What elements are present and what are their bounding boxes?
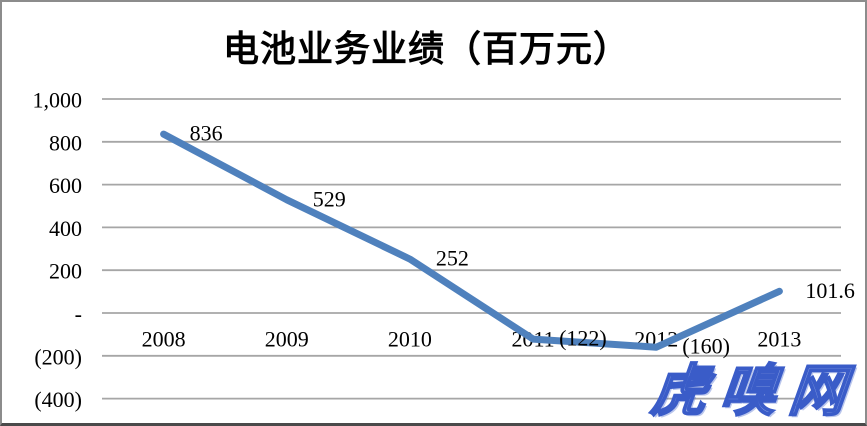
data-point-label: 252: [436, 246, 469, 271]
chart-title: 电池业务业绩（百万元）: [222, 29, 630, 69]
y-axis-tick-label: (400): [34, 387, 82, 412]
y-axis-tick-label: 600: [49, 173, 82, 198]
data-point-label: (160): [682, 334, 730, 359]
x-axis-label: 2009: [265, 327, 309, 352]
data-series-group: [160, 130, 783, 351]
data-point-label: (122): [559, 326, 607, 351]
data-point-label: 101.6: [805, 278, 855, 303]
gridlines-group: [102, 98, 841, 400]
y-axis-tick-label: (200): [34, 344, 82, 369]
y-axis-tick-label: 800: [49, 130, 82, 155]
data-point-label: 529: [313, 186, 346, 211]
watermark-huxiu: 虎嗅网: [647, 360, 863, 423]
x-axis-label: 2013: [757, 327, 801, 352]
x-axis-label: 2008: [142, 327, 186, 352]
y-axis-tick-label: 200: [49, 259, 82, 284]
x-axis-label: 2010: [388, 327, 432, 352]
y-axis-tick-labels-group: 1,000 800 600 400 200 - (200) (400): [33, 88, 83, 413]
y-axis-tick-label: 400: [49, 216, 82, 241]
data-point-labels-group: 836 529 252 (122) (160) 101.6: [190, 121, 855, 359]
data-point-label: 836: [190, 121, 223, 146]
y-axis-tick-label: -: [75, 302, 82, 327]
data-series-line: [160, 130, 783, 351]
y-axis-tick-label: 1,000: [33, 88, 83, 113]
